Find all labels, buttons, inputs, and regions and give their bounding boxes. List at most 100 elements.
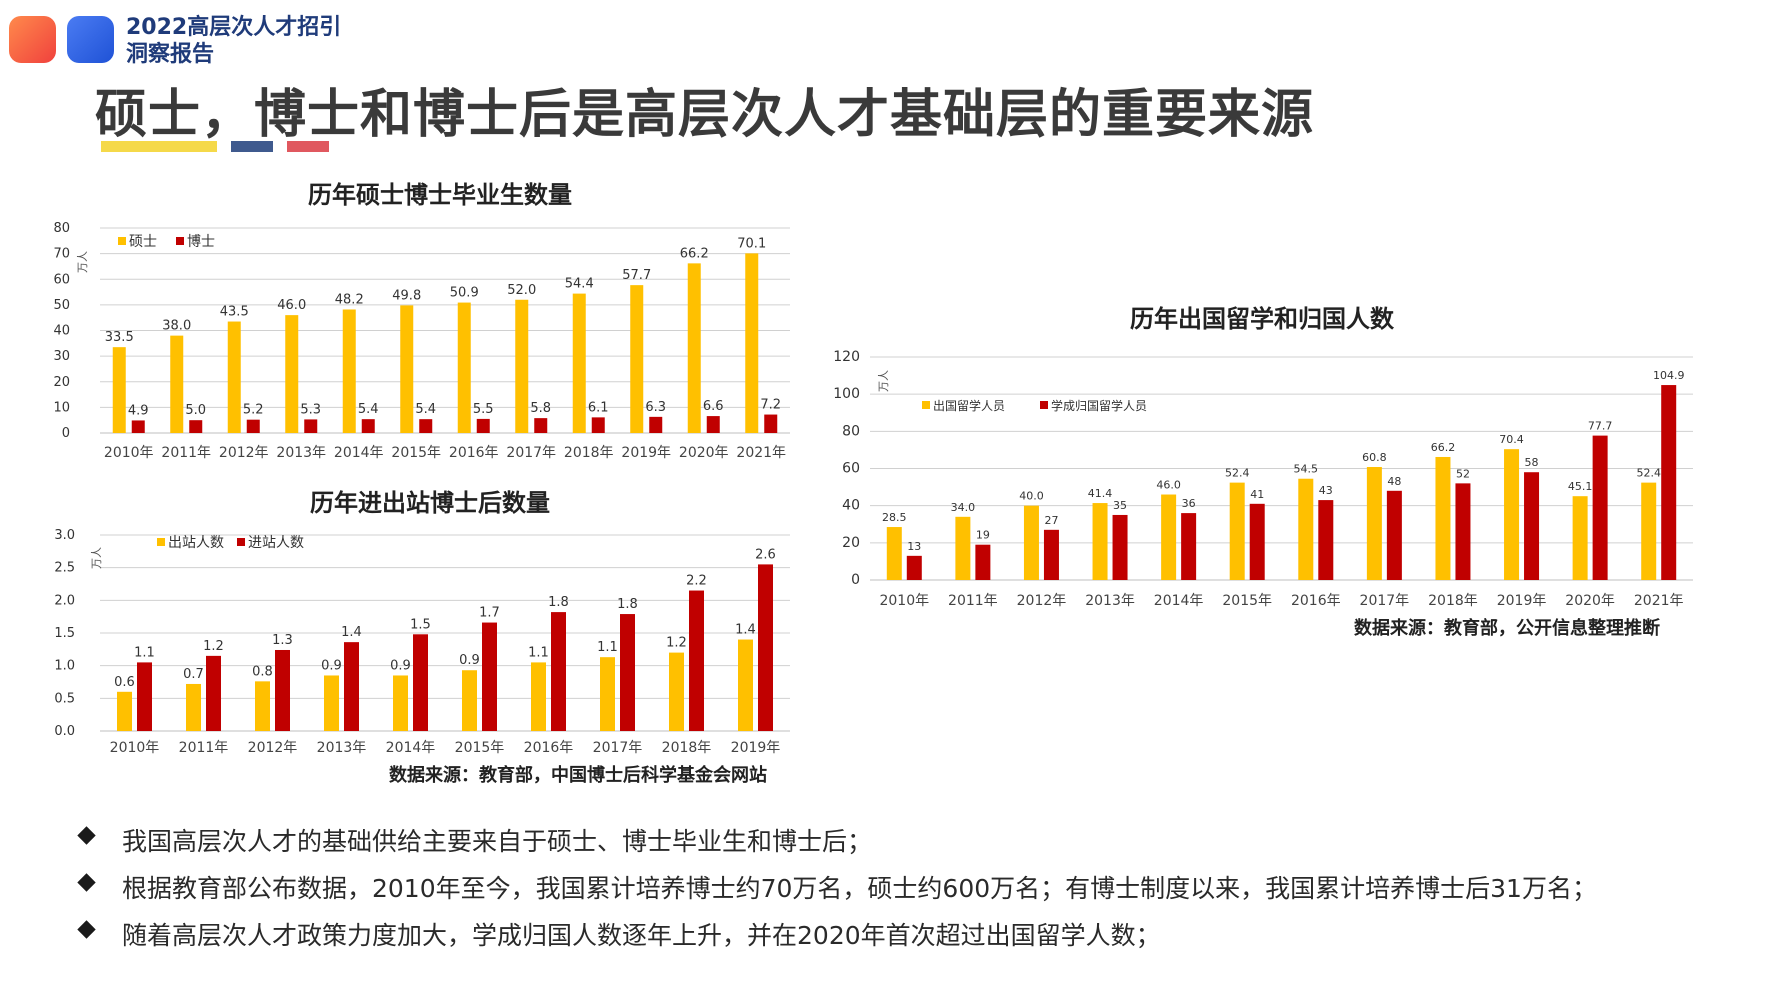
app-logo-voice-icon [67,16,114,63]
x-tick-label: 2011年 [161,445,211,461]
x-tick-label: 2012年 [248,740,298,756]
bar-series-a [324,675,339,731]
bar-series-b [1661,385,1677,580]
accent-bar-red [287,141,329,152]
app-logo-hand-icon [9,16,56,63]
data-label: 66.2 [1431,441,1456,454]
bar-series-a [738,639,753,731]
bar-series-a [886,527,902,580]
data-source-note: 数据来源：教育部，中国博士后科学基金会网站 [389,764,767,786]
bar-series-a [1572,496,1588,580]
data-label: 54.5 [1294,463,1319,476]
bar-series-a [1504,449,1520,580]
legend-label: 学成归国留学人员 [1051,398,1147,413]
data-label: 5.5 [473,402,494,417]
data-label: 43.5 [220,305,249,320]
x-tick-label: 2013年 [317,740,367,756]
bar-series-a [630,285,644,433]
legend-label: 出国留学人员 [933,398,1005,413]
bar-series-b [1386,490,1402,580]
y-tick-label: 80 [53,221,70,236]
data-label: 60.8 [1362,451,1387,464]
data-label: 5.2 [243,403,264,418]
y-tick-label: 60 [842,461,860,477]
x-tick-label: 2015年 [1222,593,1272,609]
data-label: 6.6 [703,399,724,414]
data-label: 1.4 [341,625,362,640]
chart-title: 历年进出站博士后数量 [310,489,550,517]
bar-series-a [1435,456,1451,580]
bar-series-b [413,634,428,731]
bar-series-b [620,614,635,731]
bar-series-a [400,305,414,433]
bar-series-a [462,670,477,731]
x-tick-label: 2021年 [1634,593,1684,609]
data-label: 5.3 [300,402,321,417]
bar-series-b [551,612,566,731]
bar-series-a [1092,503,1108,580]
bar-series-b [131,420,145,433]
data-label: 57.7 [622,268,651,283]
x-tick-label: 2014年 [1154,593,1204,609]
data-label: 46.0 [1156,479,1181,492]
data-label: 36 [1182,497,1196,510]
legend-swatch [157,538,165,546]
legend-swatch [1040,401,1048,409]
x-tick-label: 2018年 [564,445,614,461]
bar-series-a [687,263,701,433]
y-tick-label: 3.0 [54,528,75,543]
x-tick-label: 2018年 [1428,593,1478,609]
data-label: 70.1 [737,236,766,251]
page-title: 硕士，博士和博士后是高层次人才基础层的重要来源 [95,85,1315,145]
data-label: 45.1 [1568,480,1593,493]
x-tick-label: 2019年 [621,445,671,461]
x-tick-label: 2016年 [449,445,499,461]
y-axis-label: 万人 [877,370,890,392]
legend-swatch [922,401,930,409]
data-label: 104.9 [1653,369,1685,382]
x-tick-label: 2011年 [179,740,229,756]
data-label: 0.9 [459,653,480,668]
data-label: 48 [1387,475,1401,488]
brand-line2: 洞察报告 [126,42,215,67]
bar-series-b [361,419,375,433]
bullet-text: 随着高层次人才政策力度加大，学成归国人数逐年上升，并在2020年首次超过出国留学… [122,921,1161,950]
data-label: 1.4 [735,623,756,638]
x-tick-label: 2010年 [879,593,929,609]
x-tick-label: 2016年 [524,740,574,756]
bar-series-a [186,683,201,731]
chart-title: 历年硕士博士毕业生数量 [308,181,572,209]
bar-series-b [419,419,433,433]
bar-series-b [344,642,359,731]
bar-series-a [515,299,529,433]
x-tick-label: 2021年 [736,445,786,461]
data-label: 77.7 [1588,420,1613,433]
data-label: 48.2 [335,292,364,307]
y-tick-label: 20 [53,375,70,390]
bar-series-b [1181,513,1197,580]
bar-series-a [1023,505,1039,580]
x-tick-label: 2019年 [1497,593,1547,609]
y-tick-label: 60 [53,272,70,287]
y-tick-label: 2.5 [54,561,75,576]
y-tick-label: 100 [833,386,860,402]
x-tick-label: 2013年 [276,445,326,461]
accent-bar-yellow [101,141,217,152]
bar-series-b [476,418,490,433]
bar-series-b [1112,514,1128,580]
data-label: 33.5 [105,330,134,345]
bar-series-a [745,253,759,433]
data-label: 28.5 [882,511,907,524]
bar-series-b [482,622,497,731]
data-label: 5.0 [185,403,206,418]
data-label: 52.0 [507,283,536,298]
data-label: 5.4 [415,402,436,417]
data-label: 41 [1250,488,1264,501]
x-tick-label: 2017年 [1360,593,1410,609]
y-tick-label: 0 [62,426,70,441]
bar-series-b [534,418,548,433]
bar-series-b [275,649,290,731]
data-label: 54.4 [565,277,594,292]
bar-series-b [975,544,991,580]
x-tick-label: 2020年 [679,445,729,461]
